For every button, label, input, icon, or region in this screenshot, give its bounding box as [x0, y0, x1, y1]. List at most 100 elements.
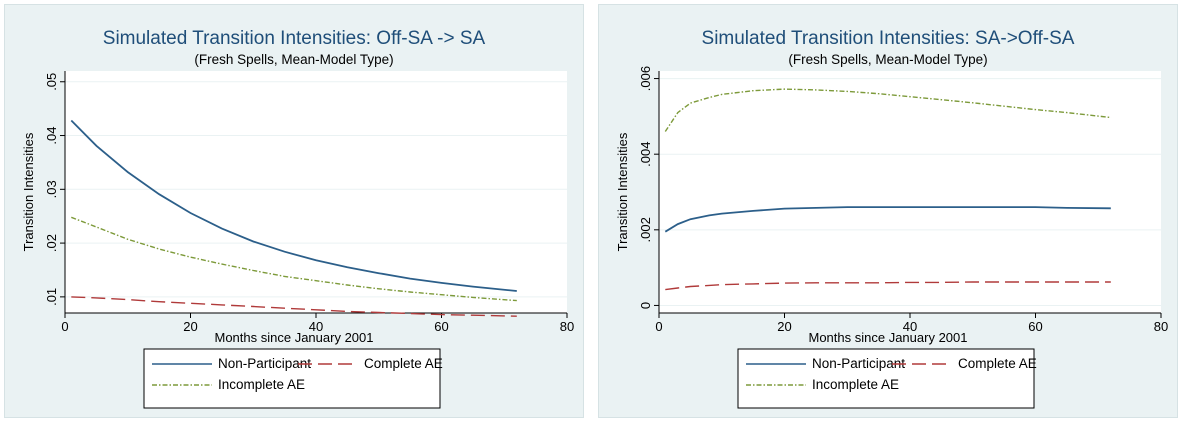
- data-point: [1066, 112, 1067, 113]
- legend-box: [737, 348, 1035, 409]
- data-point: [441, 314, 442, 315]
- data-point: [1004, 106, 1005, 107]
- y-tick-label: .05: [44, 73, 59, 91]
- legend-label-2: Incomplete AE: [812, 377, 899, 392]
- y-axis-label: Transition Intensities: [615, 132, 630, 251]
- data-point: [1066, 281, 1067, 282]
- x-tick-label: 20: [183, 319, 197, 334]
- data-point: [753, 90, 754, 91]
- data-point: [410, 313, 411, 314]
- data-point: [941, 207, 942, 208]
- x-tick-label: 80: [560, 319, 574, 334]
- plot-area: [659, 71, 1161, 313]
- data-point: [347, 267, 348, 268]
- data-point: [677, 112, 678, 113]
- chart-subtitle: (Fresh Spells, Mean-Model Type): [194, 52, 393, 67]
- chart-title: Simulated Transition Intensities: SA->Of…: [702, 28, 1075, 49]
- data-point: [284, 276, 285, 277]
- data-point: [1110, 281, 1111, 282]
- data-point: [878, 93, 879, 94]
- data-point: [709, 215, 710, 216]
- data-point: [709, 285, 710, 286]
- data-point: [972, 281, 973, 282]
- data-point: [665, 131, 666, 132]
- data-point: [190, 256, 191, 257]
- data-point: [96, 297, 97, 298]
- data-point: [127, 239, 128, 240]
- data-point: [315, 280, 316, 281]
- data-point: [1110, 208, 1111, 209]
- data-point: [472, 315, 473, 316]
- data-point: [1035, 207, 1036, 208]
- data-point: [784, 89, 785, 90]
- data-point: [1004, 207, 1005, 208]
- y-tick-label: 0: [638, 302, 653, 309]
- y-tick-label: .004: [638, 142, 653, 167]
- data-point: [847, 282, 848, 283]
- y-tick-label: .002: [638, 217, 653, 242]
- data-point: [909, 207, 910, 208]
- legend-label-1: Complete AE: [958, 356, 1037, 371]
- chart-sa-to-off-sa: Simulated Transition Intensities: SA->Of…: [615, 28, 1168, 409]
- data-point: [665, 289, 666, 290]
- x-tick-label: 20: [777, 319, 791, 334]
- data-point: [753, 210, 754, 211]
- data-point: [1066, 207, 1067, 208]
- plot-area: [65, 71, 567, 313]
- data-point: [941, 99, 942, 100]
- data-point: [71, 217, 72, 218]
- data-point: [941, 282, 942, 283]
- data-point: [410, 291, 411, 292]
- data-point: [159, 194, 160, 195]
- x-tick-label: 80: [1154, 319, 1168, 334]
- data-point: [441, 282, 442, 283]
- data-point: [690, 286, 691, 287]
- x-tick-label: 40: [903, 319, 917, 334]
- data-point: [315, 260, 316, 261]
- y-tick-label: .04: [44, 126, 59, 144]
- data-point: [190, 212, 191, 213]
- x-tick-label: 60: [1028, 319, 1042, 334]
- series-line-1: [665, 281, 1111, 291]
- data-point: [127, 299, 128, 300]
- data-point: [909, 96, 910, 97]
- data-point: [1110, 117, 1111, 118]
- data-point: [909, 282, 910, 283]
- data-point: [315, 309, 316, 310]
- legend-label-0: Non-Participant: [812, 356, 905, 371]
- x-tick-label: 0: [61, 319, 68, 334]
- chart-off-sa-to-sa: Simulated Transition Intensities: Off-SA…: [21, 28, 574, 409]
- x-axis-label: Months since January 2001: [809, 330, 968, 345]
- y-tick-label: .02: [44, 234, 59, 252]
- data-point: [159, 301, 160, 302]
- data-point: [472, 286, 473, 287]
- data-point: [784, 208, 785, 209]
- data-point: [253, 306, 254, 307]
- data-point: [96, 145, 97, 146]
- data-point: [516, 316, 517, 317]
- x-axis-label: Months since January 2001: [215, 330, 374, 345]
- data-point: [690, 219, 691, 220]
- data-point: [721, 94, 722, 95]
- data-point: [516, 290, 517, 291]
- data-point: [516, 300, 517, 301]
- data-point: [878, 282, 879, 283]
- data-point: [815, 89, 816, 90]
- data-point: [378, 273, 379, 274]
- chart-panel-off-sa-to-sa: Simulated Transition Intensities: Off-SA…: [4, 4, 584, 418]
- chart-title: Simulated Transition Intensities: Off-SA…: [103, 28, 486, 49]
- data-point: [253, 241, 254, 242]
- data-point: [815, 207, 816, 208]
- data-point: [721, 284, 722, 285]
- data-point: [96, 226, 97, 227]
- data-point: [221, 228, 222, 229]
- data-point: [721, 213, 722, 214]
- data-point: [1004, 281, 1005, 282]
- data-point: [284, 308, 285, 309]
- data-point: [815, 282, 816, 283]
- y-tick-label: .01: [44, 288, 59, 306]
- data-point: [71, 296, 72, 297]
- data-point: [159, 248, 160, 249]
- data-point: [1035, 281, 1036, 282]
